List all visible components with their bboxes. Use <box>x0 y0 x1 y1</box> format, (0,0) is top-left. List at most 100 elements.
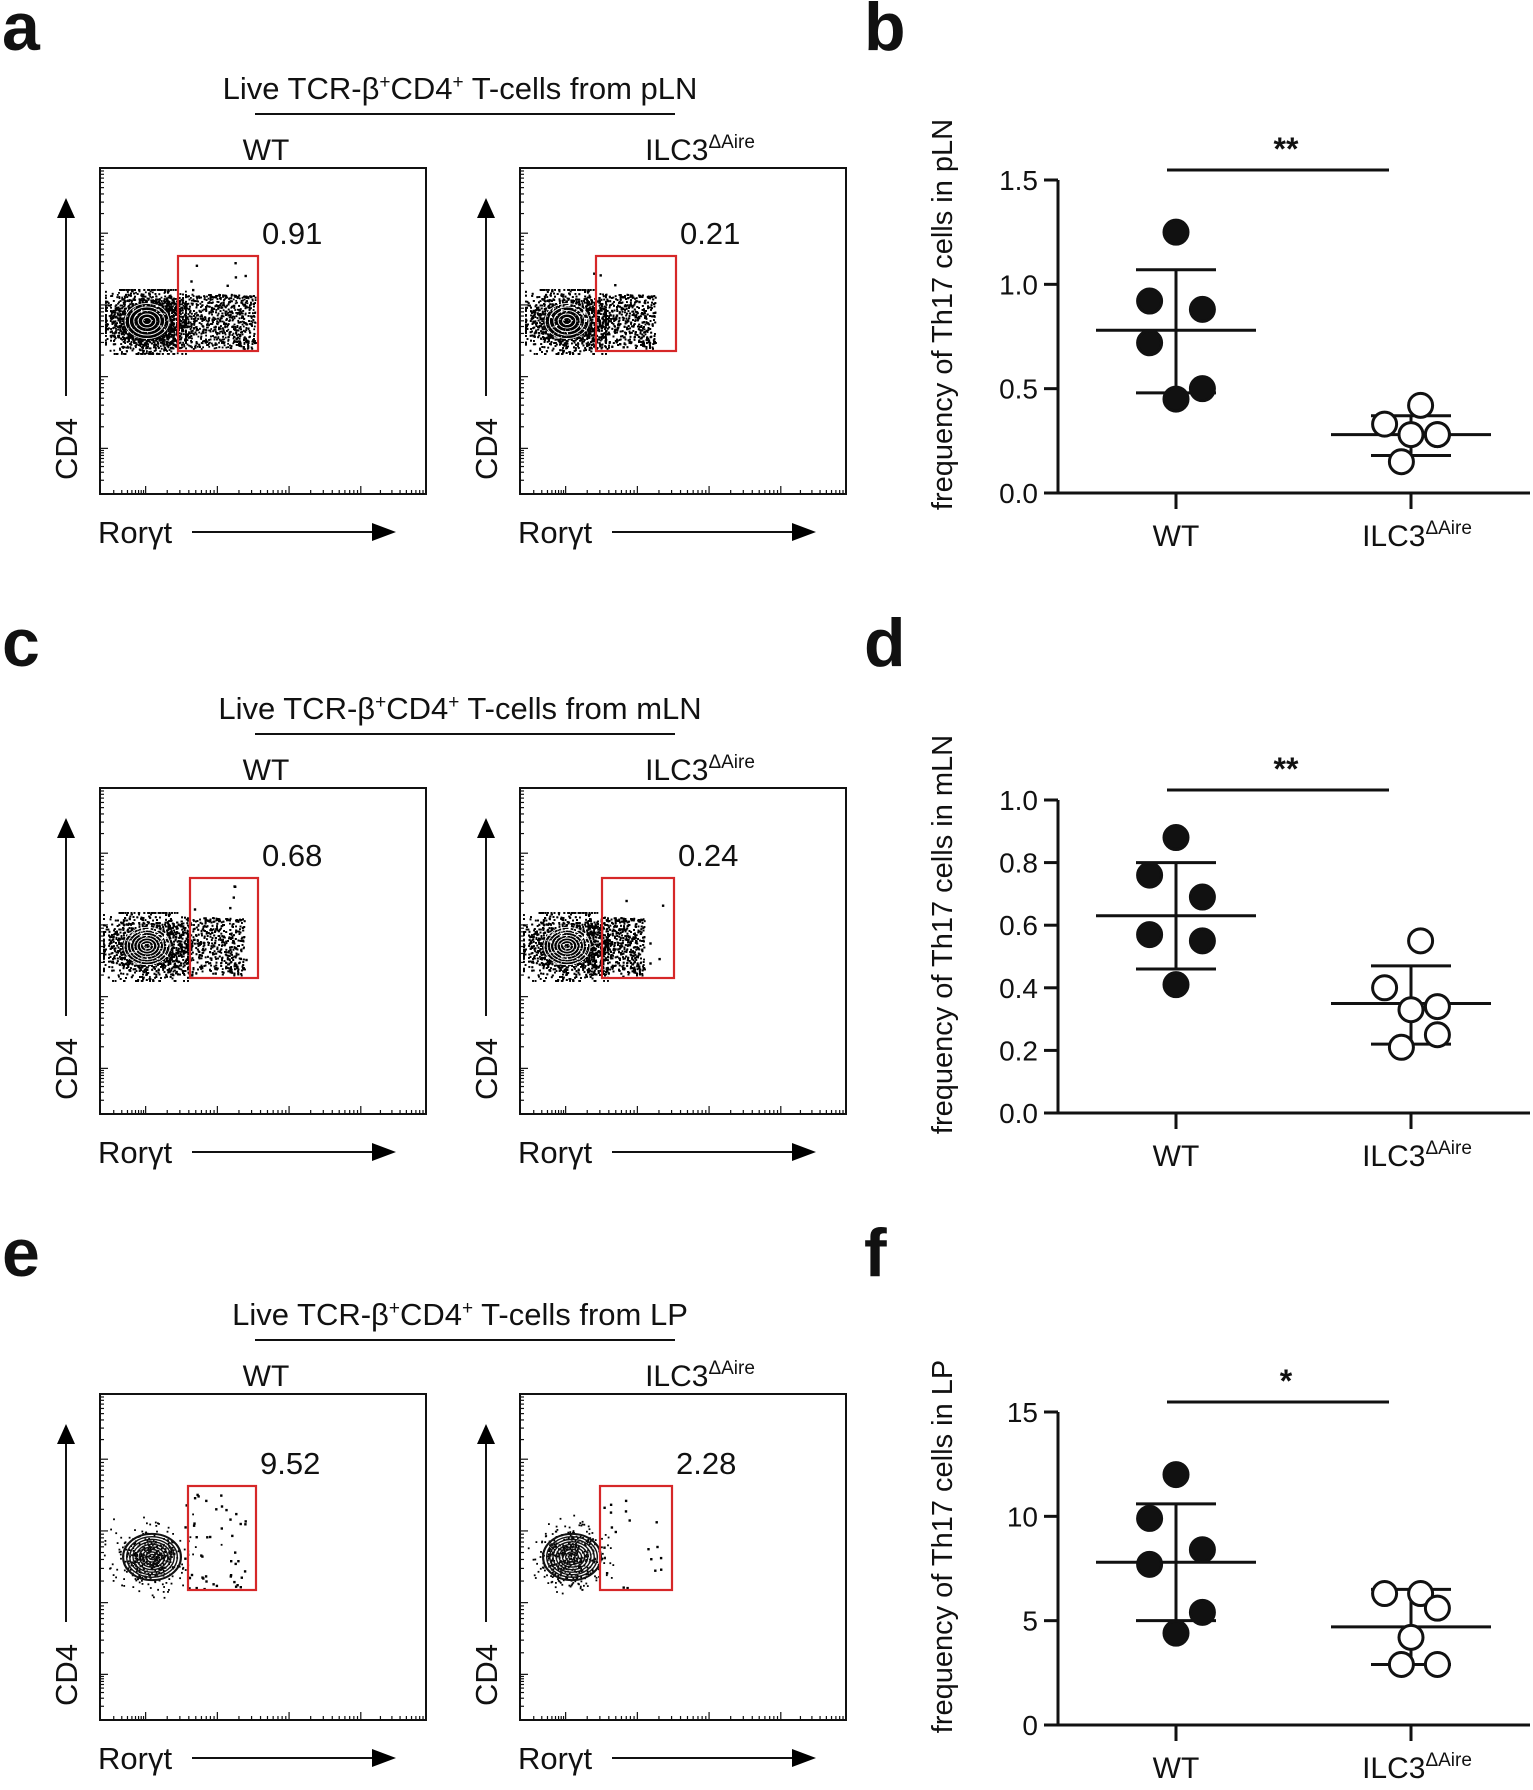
event <box>169 303 171 305</box>
event <box>120 318 122 320</box>
event <box>179 338 182 341</box>
event <box>221 332 224 335</box>
event <box>152 326 155 329</box>
event <box>179 300 181 303</box>
event <box>248 312 251 314</box>
event <box>128 307 131 309</box>
event <box>122 289 125 291</box>
event <box>160 332 163 334</box>
event <box>166 353 169 355</box>
event <box>207 320 210 323</box>
event <box>129 347 132 350</box>
event <box>148 321 151 323</box>
event <box>167 323 169 325</box>
event <box>184 307 187 310</box>
event <box>159 339 161 342</box>
event <box>135 332 138 335</box>
event <box>215 309 218 311</box>
event <box>231 319 234 322</box>
event <box>202 346 204 349</box>
event <box>248 330 251 332</box>
event <box>142 305 145 307</box>
event <box>160 338 163 340</box>
event <box>178 338 181 341</box>
event <box>105 341 107 344</box>
event <box>191 332 193 334</box>
event <box>172 329 174 331</box>
event <box>161 302 164 305</box>
panel-label-f: f <box>864 1215 887 1291</box>
event <box>129 318 131 320</box>
event <box>218 304 221 307</box>
event <box>119 328 122 331</box>
event <box>133 297 136 299</box>
event <box>253 340 256 343</box>
event <box>249 315 252 318</box>
event <box>244 348 246 350</box>
event <box>125 318 127 320</box>
event <box>251 347 254 350</box>
event <box>171 334 174 337</box>
event <box>172 324 175 326</box>
event <box>132 338 134 341</box>
event <box>105 302 107 304</box>
event <box>201 320 204 322</box>
event <box>152 316 154 318</box>
event <box>119 316 122 319</box>
event <box>249 331 251 334</box>
event <box>183 343 185 346</box>
event <box>225 314 227 316</box>
event <box>145 345 148 348</box>
event <box>154 339 157 342</box>
event <box>229 331 232 333</box>
event <box>234 302 237 305</box>
event <box>203 319 205 321</box>
event <box>105 297 107 299</box>
event <box>187 318 190 321</box>
event <box>139 314 141 317</box>
event <box>111 321 114 324</box>
event <box>162 320 165 323</box>
event <box>128 299 131 301</box>
event <box>200 335 203 338</box>
event <box>159 323 162 326</box>
event <box>231 300 233 303</box>
event <box>239 321 242 323</box>
event <box>129 342 132 345</box>
event <box>244 296 247 298</box>
event <box>168 310 170 312</box>
event <box>172 343 175 346</box>
event <box>118 292 120 294</box>
event <box>212 330 215 333</box>
event <box>134 342 137 344</box>
event <box>243 305 245 307</box>
event <box>149 347 152 350</box>
event <box>125 346 128 349</box>
event <box>200 306 202 308</box>
event <box>114 320 117 323</box>
event <box>190 315 193 318</box>
event <box>210 309 213 312</box>
event <box>146 305 149 307</box>
event <box>235 315 238 318</box>
event <box>160 300 163 302</box>
event <box>168 325 171 328</box>
event <box>219 330 222 333</box>
event <box>212 310 214 313</box>
event <box>172 347 175 350</box>
event <box>119 349 122 351</box>
event <box>173 303 176 306</box>
event <box>187 322 190 325</box>
event <box>132 321 134 324</box>
event <box>168 326 171 329</box>
event <box>214 330 217 332</box>
event <box>236 334 238 337</box>
event <box>242 310 245 312</box>
event <box>148 292 150 295</box>
event <box>172 300 175 303</box>
event <box>123 328 125 331</box>
event <box>105 290 107 293</box>
event <box>156 321 159 324</box>
event <box>113 313 116 316</box>
event <box>251 343 254 345</box>
